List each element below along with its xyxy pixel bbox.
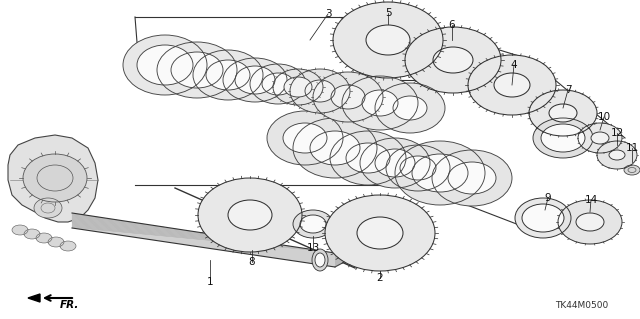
Ellipse shape bbox=[34, 198, 62, 218]
Ellipse shape bbox=[375, 149, 415, 177]
Ellipse shape bbox=[342, 76, 418, 130]
Ellipse shape bbox=[541, 124, 585, 152]
Ellipse shape bbox=[330, 131, 406, 185]
Ellipse shape bbox=[171, 52, 223, 88]
Ellipse shape bbox=[312, 249, 328, 271]
Ellipse shape bbox=[284, 77, 312, 97]
Ellipse shape bbox=[290, 69, 350, 113]
Ellipse shape bbox=[375, 83, 445, 133]
Text: 10: 10 bbox=[597, 112, 611, 122]
Ellipse shape bbox=[315, 253, 325, 267]
Ellipse shape bbox=[515, 198, 571, 238]
Ellipse shape bbox=[366, 25, 410, 55]
Ellipse shape bbox=[250, 64, 306, 104]
Ellipse shape bbox=[36, 233, 52, 243]
Ellipse shape bbox=[395, 141, 485, 205]
Ellipse shape bbox=[206, 60, 250, 90]
Ellipse shape bbox=[48, 237, 64, 247]
Ellipse shape bbox=[624, 165, 640, 175]
Ellipse shape bbox=[609, 150, 625, 160]
Ellipse shape bbox=[331, 85, 365, 109]
Text: 12: 12 bbox=[611, 128, 623, 138]
Ellipse shape bbox=[360, 138, 430, 188]
Ellipse shape bbox=[333, 2, 443, 78]
Ellipse shape bbox=[529, 90, 597, 136]
Ellipse shape bbox=[60, 241, 76, 251]
Ellipse shape bbox=[468, 55, 556, 115]
Ellipse shape bbox=[533, 118, 593, 158]
Ellipse shape bbox=[346, 143, 390, 173]
Ellipse shape bbox=[558, 200, 622, 244]
Text: 7: 7 bbox=[564, 85, 572, 95]
Ellipse shape bbox=[293, 118, 377, 178]
Text: 3: 3 bbox=[324, 9, 332, 19]
Ellipse shape bbox=[305, 80, 335, 102]
Ellipse shape bbox=[283, 123, 327, 153]
Ellipse shape bbox=[494, 73, 530, 97]
Ellipse shape bbox=[386, 145, 450, 191]
Ellipse shape bbox=[262, 73, 294, 95]
Ellipse shape bbox=[193, 50, 263, 100]
Ellipse shape bbox=[393, 96, 427, 120]
Text: 2: 2 bbox=[377, 273, 383, 283]
Ellipse shape bbox=[578, 123, 622, 153]
Ellipse shape bbox=[235, 66, 275, 94]
Ellipse shape bbox=[549, 104, 577, 122]
Text: 13: 13 bbox=[307, 243, 319, 253]
Ellipse shape bbox=[300, 215, 326, 233]
Ellipse shape bbox=[405, 27, 501, 93]
Ellipse shape bbox=[223, 58, 287, 102]
Ellipse shape bbox=[24, 229, 40, 239]
Ellipse shape bbox=[267, 111, 343, 165]
Ellipse shape bbox=[448, 162, 496, 194]
Ellipse shape bbox=[123, 35, 207, 95]
Ellipse shape bbox=[362, 90, 398, 116]
Ellipse shape bbox=[412, 154, 468, 192]
Text: 11: 11 bbox=[625, 143, 639, 153]
Text: 9: 9 bbox=[545, 193, 551, 203]
Polygon shape bbox=[72, 213, 335, 267]
Text: FR.: FR. bbox=[60, 300, 79, 310]
Ellipse shape bbox=[522, 204, 564, 232]
Text: TK44M0500: TK44M0500 bbox=[555, 300, 608, 309]
Ellipse shape bbox=[198, 178, 302, 252]
Ellipse shape bbox=[157, 42, 237, 98]
Ellipse shape bbox=[400, 156, 436, 180]
Ellipse shape bbox=[432, 150, 512, 206]
Ellipse shape bbox=[325, 195, 435, 271]
Polygon shape bbox=[28, 294, 40, 302]
Ellipse shape bbox=[597, 141, 637, 169]
Text: 5: 5 bbox=[385, 8, 391, 18]
Ellipse shape bbox=[273, 69, 323, 105]
Ellipse shape bbox=[433, 47, 473, 73]
Polygon shape bbox=[335, 253, 348, 267]
Text: 4: 4 bbox=[511, 60, 517, 70]
Ellipse shape bbox=[313, 72, 383, 122]
Ellipse shape bbox=[357, 217, 403, 249]
Polygon shape bbox=[8, 135, 98, 222]
Text: 8: 8 bbox=[249, 257, 255, 267]
Ellipse shape bbox=[228, 200, 272, 230]
Ellipse shape bbox=[293, 210, 333, 238]
Text: 1: 1 bbox=[207, 277, 213, 287]
Text: 6: 6 bbox=[449, 20, 455, 30]
Ellipse shape bbox=[591, 132, 609, 144]
Ellipse shape bbox=[310, 131, 360, 165]
Ellipse shape bbox=[23, 154, 87, 202]
Ellipse shape bbox=[12, 225, 28, 235]
Text: 14: 14 bbox=[584, 195, 598, 205]
Ellipse shape bbox=[137, 45, 193, 85]
Ellipse shape bbox=[576, 213, 604, 231]
